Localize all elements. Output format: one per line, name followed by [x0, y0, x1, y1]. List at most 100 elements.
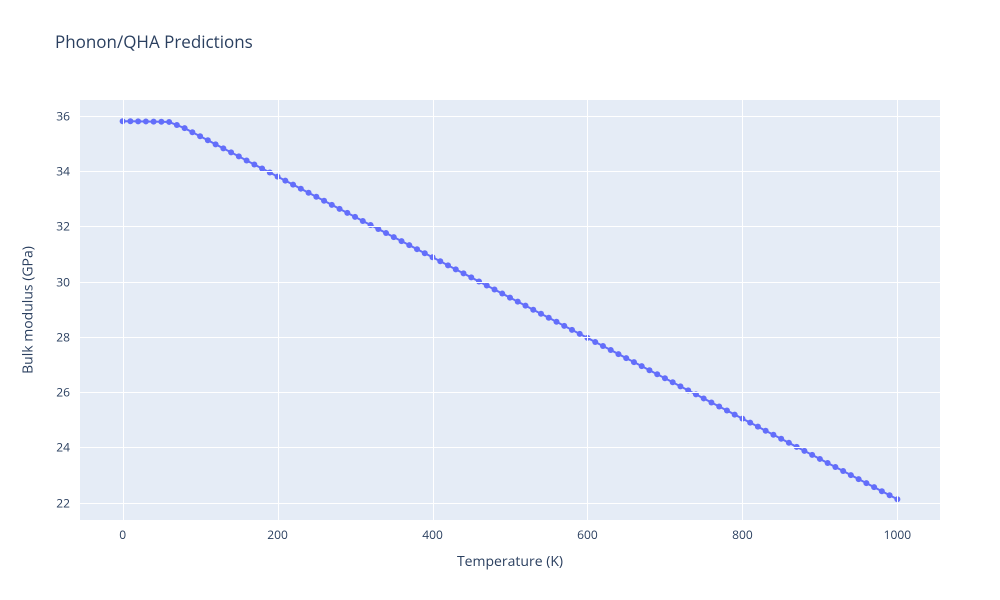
series-marker[interactable]: [670, 379, 676, 385]
series-marker[interactable]: [615, 351, 621, 357]
series-marker[interactable]: [143, 118, 149, 124]
series-marker[interactable]: [592, 339, 598, 345]
series-marker[interactable]: [422, 250, 428, 256]
series-marker[interactable]: [492, 287, 498, 293]
series-marker[interactable]: [832, 464, 838, 470]
series-marker[interactable]: [522, 303, 528, 309]
series-marker[interactable]: [840, 468, 846, 474]
grid-line-v: [742, 100, 743, 520]
x-tick-label: 0: [119, 526, 126, 543]
grid-line-v: [433, 100, 434, 520]
series-marker[interactable]: [461, 270, 467, 276]
grid-line-h: [80, 447, 940, 448]
series-marker[interactable]: [197, 133, 203, 139]
series-marker[interactable]: [755, 424, 761, 430]
series-marker[interactable]: [817, 456, 823, 462]
series-marker[interactable]: [313, 194, 319, 200]
y-axis-title: Bulk modulus (GPa): [19, 246, 38, 374]
series-marker[interactable]: [127, 118, 133, 124]
series-marker[interactable]: [701, 395, 707, 401]
series-marker[interactable]: [337, 206, 343, 212]
series-marker[interactable]: [135, 118, 141, 124]
series-marker[interactable]: [639, 363, 645, 369]
series-marker[interactable]: [724, 408, 730, 414]
series-marker[interactable]: [499, 291, 505, 297]
series-marker[interactable]: [623, 355, 629, 361]
x-tick-label: 800: [732, 526, 753, 543]
series-marker[interactable]: [220, 145, 226, 151]
series-marker[interactable]: [182, 125, 188, 131]
series-marker[interactable]: [344, 210, 350, 216]
series-marker[interactable]: [406, 242, 412, 248]
series-marker[interactable]: [662, 375, 668, 381]
series-marker[interactable]: [329, 202, 335, 208]
series-marker[interactable]: [608, 347, 614, 353]
series-marker[interactable]: [244, 157, 250, 163]
y-tick-label: 26: [40, 384, 70, 401]
series-marker[interactable]: [561, 323, 567, 329]
series-marker[interactable]: [530, 307, 536, 313]
series-marker[interactable]: [507, 295, 513, 301]
series-marker[interactable]: [600, 343, 606, 349]
series-marker[interactable]: [290, 182, 296, 188]
series-marker[interactable]: [546, 315, 552, 321]
series-marker[interactable]: [553, 319, 559, 325]
series-marker[interactable]: [166, 119, 172, 125]
series-marker[interactable]: [763, 428, 769, 434]
series-marker[interactable]: [228, 149, 234, 155]
x-axis-title: Temperature (K): [457, 552, 563, 571]
series-marker[interactable]: [251, 161, 257, 167]
series-marker[interactable]: [770, 432, 776, 438]
series-marker[interactable]: [515, 299, 521, 305]
series-marker[interactable]: [786, 440, 792, 446]
series-marker[interactable]: [538, 311, 544, 317]
series-marker[interactable]: [437, 258, 443, 264]
series-marker[interactable]: [716, 404, 722, 410]
series-marker[interactable]: [646, 367, 652, 373]
series-marker[interactable]: [453, 266, 459, 272]
series-marker[interactable]: [236, 153, 242, 159]
series-marker[interactable]: [213, 141, 219, 147]
series-marker[interactable]: [391, 234, 397, 240]
series-marker[interactable]: [801, 448, 807, 454]
series-marker[interactable]: [863, 480, 869, 486]
series-marker[interactable]: [360, 218, 366, 224]
series-marker[interactable]: [174, 122, 180, 128]
y-tick-label: 36: [40, 107, 70, 124]
grid-line-h: [80, 226, 940, 227]
series-marker[interactable]: [708, 399, 714, 405]
series-marker[interactable]: [352, 214, 358, 220]
series-marker[interactable]: [879, 488, 885, 494]
series-marker[interactable]: [747, 420, 753, 426]
series-marker[interactable]: [871, 484, 877, 490]
series-marker[interactable]: [848, 472, 854, 478]
series-marker[interactable]: [414, 246, 420, 252]
series-marker[interactable]: [631, 359, 637, 365]
series-marker[interactable]: [189, 129, 195, 135]
series-marker[interactable]: [399, 238, 405, 244]
series-marker[interactable]: [809, 452, 815, 458]
series-marker[interactable]: [306, 190, 312, 196]
series-marker[interactable]: [825, 460, 831, 466]
series-marker[interactable]: [778, 436, 784, 442]
grid-line-h: [80, 282, 940, 283]
series-marker[interactable]: [677, 383, 683, 389]
series-marker[interactable]: [298, 186, 304, 192]
series-marker[interactable]: [468, 274, 474, 280]
series-marker[interactable]: [569, 327, 575, 333]
series-marker[interactable]: [282, 178, 288, 184]
y-tick-label: 30: [40, 273, 70, 290]
grid-line-v: [278, 100, 279, 520]
series-marker[interactable]: [151, 119, 157, 125]
series-marker[interactable]: [158, 119, 164, 125]
series-marker[interactable]: [887, 492, 893, 498]
series-marker[interactable]: [732, 412, 738, 418]
plot-area[interactable]: [80, 100, 940, 520]
series-marker[interactable]: [654, 371, 660, 377]
series-marker[interactable]: [205, 137, 211, 143]
series-marker[interactable]: [856, 476, 862, 482]
series-marker[interactable]: [321, 198, 327, 204]
series-marker[interactable]: [484, 282, 490, 288]
series-marker[interactable]: [445, 262, 451, 268]
series-marker[interactable]: [383, 230, 389, 236]
